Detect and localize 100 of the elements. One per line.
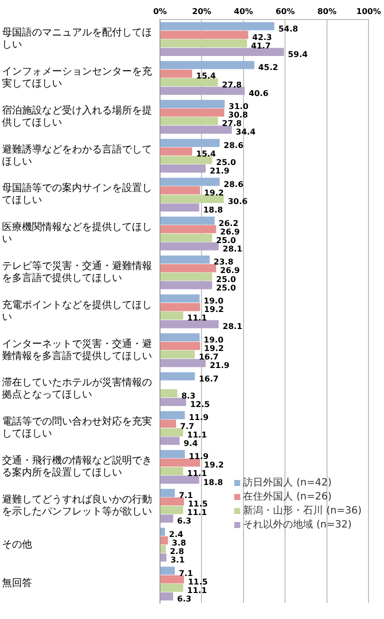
bar: [160, 156, 212, 164]
bar: [160, 194, 224, 203]
y-tick-label: 医療機関情報などを提供してほしい: [2, 221, 152, 246]
y-tick-label: その他: [2, 538, 32, 550]
bar: [160, 372, 195, 380]
data-label: 54.8: [278, 24, 299, 34]
x-tick-label: 20%: [192, 6, 212, 16]
y-tick-label: 宿泊施設など受け入れる場所を提供してほしい: [2, 104, 152, 128]
bar: [160, 86, 245, 95]
bar: [160, 333, 200, 342]
data-label: 6.3: [177, 516, 192, 526]
data-label: 19.0: [204, 296, 224, 306]
data-label: 11.5: [188, 500, 208, 509]
data-label: 31.0: [228, 102, 249, 112]
data-label: 25.0: [216, 158, 236, 168]
bar: [160, 39, 248, 48]
bar: [160, 575, 184, 584]
data-label: 9.4: [184, 438, 198, 448]
data-label: 7.1: [178, 491, 194, 500]
bar: [160, 61, 254, 70]
data-label: 25.0: [216, 283, 236, 292]
y-tick-label: 避難誘導などをわかる言語でしてほしい: [2, 143, 152, 168]
data-label: 28.1: [222, 244, 243, 254]
data-label: 7.1: [178, 568, 194, 578]
data-label: 11.1: [187, 430, 208, 440]
bar: [160, 389, 178, 398]
data-label: 26.9: [220, 266, 240, 276]
data-label: 19.0: [204, 335, 224, 344]
data-label: 8.3: [181, 391, 196, 400]
bar: [160, 358, 206, 368]
y-tick-label: 滞在していたホテルが災害情報の拠点となってほしい: [2, 376, 152, 401]
y-tick-label: 無回答: [2, 577, 32, 590]
data-label: 21.9: [210, 166, 230, 176]
data-label: 23.8: [214, 258, 234, 267]
data-label: 27.8: [222, 119, 242, 128]
data-label: 16.7: [198, 352, 219, 362]
bar: [160, 108, 224, 117]
bar: [160, 48, 284, 56]
data-label: 30.6: [228, 196, 248, 206]
bar: [160, 126, 232, 134]
bar: [160, 420, 176, 428]
bar: [160, 178, 220, 186]
bar: [160, 497, 184, 506]
bar: [160, 544, 166, 554]
bar: [160, 100, 225, 108]
data-label: 11.1: [187, 586, 208, 595]
data-label: 34.4: [236, 128, 256, 137]
bar: [160, 584, 184, 592]
data-label: 41.7: [251, 41, 271, 50]
y-tick-label: 母国語のマニュアルを配付してほしい: [2, 26, 152, 51]
bar: [160, 553, 166, 562]
bar: [160, 256, 210, 264]
data-label: 28.6: [224, 140, 244, 150]
bar: [160, 458, 200, 467]
y-tick-label: 充電ポイントなどを提供してほしい: [2, 298, 152, 323]
data-label: 28.6: [224, 180, 244, 189]
data-label: 19.2: [204, 460, 224, 470]
data-label: 28.1: [222, 322, 243, 332]
bar: [160, 225, 216, 234]
data-label: 27.8: [222, 80, 242, 90]
bar: [160, 30, 248, 39]
bar: [160, 272, 212, 281]
data-label: 25.0: [216, 236, 236, 245]
data-label: 21.9: [210, 361, 230, 370]
data-label: 6.3: [177, 594, 192, 604]
bar: [160, 216, 215, 225]
data-label: 19.2: [204, 305, 224, 314]
bar: [160, 450, 185, 458]
bar: [160, 436, 180, 445]
bar: [160, 320, 219, 328]
data-label: 11.1: [187, 508, 208, 518]
bar: [160, 302, 200, 312]
data-label: 15.4: [196, 150, 216, 159]
legend-label: それ以外の地域 (n=32): [243, 518, 352, 531]
bar: [160, 342, 200, 350]
data-label: 45.2: [258, 63, 278, 72]
legend-label: 訪日外国人 (n=42): [243, 476, 332, 489]
x-tick-label: 40%: [234, 6, 254, 16]
data-label: 42.3: [252, 32, 272, 42]
bar: [160, 536, 168, 544]
x-tick-label: 100%: [356, 6, 381, 16]
data-label: 15.4: [196, 72, 216, 81]
bar: [160, 312, 184, 320]
bar: [160, 398, 186, 406]
y-tick-label: テレビ等で災害・交通・避難情報を多言語で提供してほしい: [2, 260, 152, 284]
bar: [160, 467, 184, 476]
data-label: 11.9: [188, 452, 209, 462]
bar: [160, 186, 200, 194]
bar: [160, 514, 174, 523]
data-label: 18.8: [203, 206, 224, 215]
bar: [160, 506, 184, 514]
x-tick-label: 80%: [317, 6, 336, 16]
bar: [160, 488, 175, 497]
bar: [160, 528, 166, 536]
data-label: 11.9: [188, 413, 209, 422]
bar: [160, 428, 184, 436]
data-label: 59.4: [288, 50, 308, 59]
data-label: 30.8: [228, 110, 248, 120]
bar: [160, 294, 200, 303]
data-label: 7.7: [180, 422, 194, 431]
